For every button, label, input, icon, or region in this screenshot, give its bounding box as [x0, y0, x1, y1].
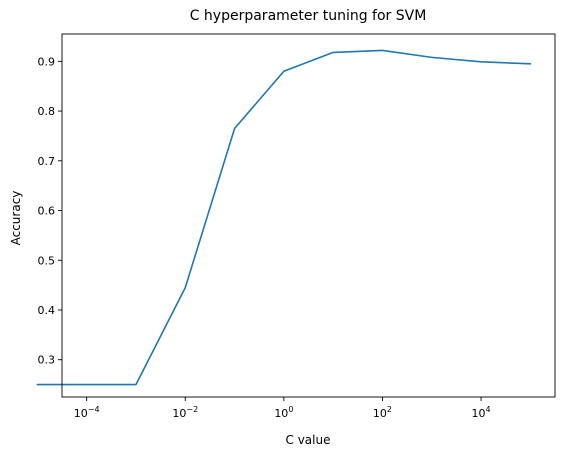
x-tick-label: 102 — [373, 405, 392, 420]
y-tick-label: 0.4 — [38, 304, 56, 317]
x-tick-label: 104 — [472, 405, 491, 420]
series-line-0 — [36, 49, 532, 386]
y-tick-label: 0.5 — [38, 254, 56, 267]
x-tick-label: 100 — [274, 405, 293, 420]
chart-title: C hyperparameter tuning for SVM — [190, 8, 427, 24]
y-axis-ticks: 0.3 0.4 0.5 0.6 0.7 0.8 0.9 — [38, 55, 62, 367]
y-tick-label: 0.8 — [38, 105, 56, 118]
x-axis-ticks: 10−4 10−2 100 102 104 — [74, 397, 491, 420]
x-tick-label: 10−4 — [74, 405, 100, 420]
y-tick-label: 0.7 — [38, 155, 56, 168]
y-axis-label: Accuracy — [9, 191, 23, 246]
x-axis-label: C value — [286, 433, 331, 447]
axes-frame — [61, 33, 556, 398]
y-tick-label: 0.3 — [38, 354, 56, 367]
y-tick-label: 0.9 — [38, 55, 56, 68]
x-tick-label: 10−2 — [172, 405, 198, 420]
plot-area — [36, 33, 556, 398]
y-tick-label: 0.6 — [38, 205, 56, 218]
